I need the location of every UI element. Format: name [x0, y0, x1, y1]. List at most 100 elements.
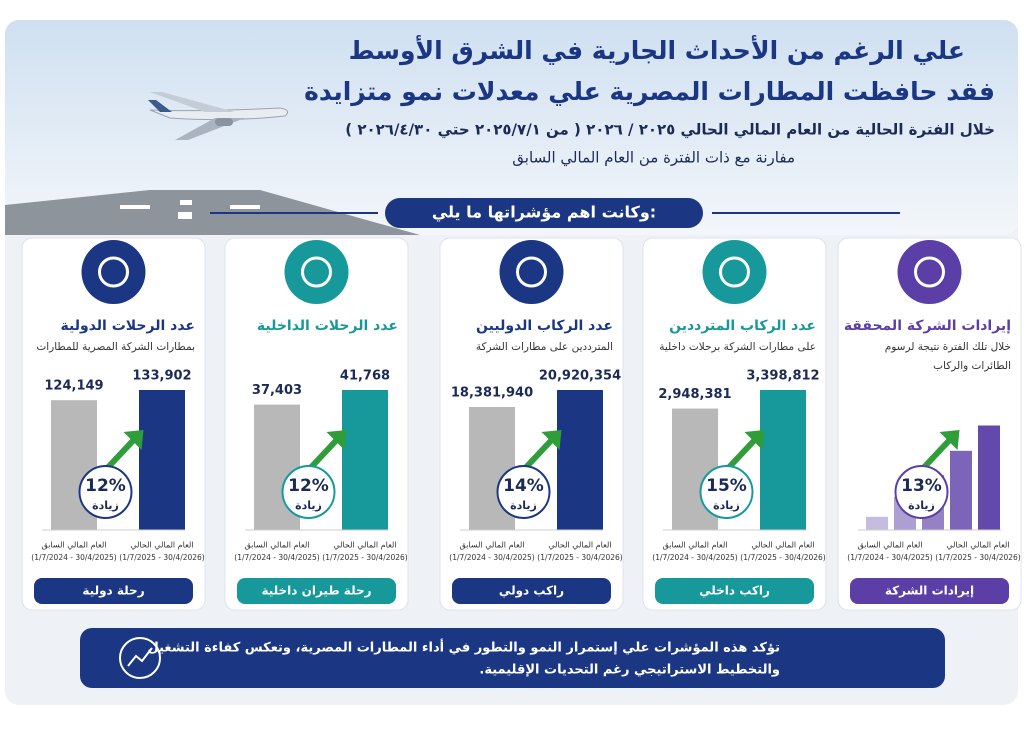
card-footer [850, 578, 1009, 604]
card-subtitle: خلال تلك الفترة نتيجة لرسوم [885, 341, 1011, 353]
decor-bar [866, 516, 888, 530]
bar-label: 20,920,354 [539, 369, 621, 384]
axis-label: العام المالي السابق [245, 541, 310, 550]
increase-label: زيادة [713, 499, 740, 512]
growth-arrow [919, 435, 954, 473]
footer-banner [80, 628, 945, 688]
growth-arrow-head [326, 430, 347, 450]
card-footer [452, 578, 611, 604]
axis-period: (1/7/2024 - 30/4/2025) [449, 553, 535, 562]
percent-circle [78, 465, 133, 519]
card-subtitle: المترددين على مطارات الشركة [476, 341, 613, 353]
growth-arrow-head [939, 430, 960, 450]
card-footer-label: رحلة دولية [82, 584, 144, 599]
axis-period: (1/7/2025 - 30/4/2026) [322, 553, 408, 562]
axis-period: (1/7/2025 - 30/4/2026) [119, 553, 205, 562]
growth-arrow-head [744, 430, 765, 450]
increase-label: زيادة [908, 499, 935, 512]
period: خلال الفترة الحالية من العام المالي الحا… [345, 121, 995, 139]
card-title: إيرادات الشركة المحققة [844, 318, 1011, 334]
sky [5, 20, 1018, 235]
axis-period: (1/7/2025 - 30/4/2026) [740, 553, 826, 562]
axis-label: العام المالي الحالي [946, 541, 1009, 550]
card-icon [897, 240, 962, 304]
airplane [148, 92, 289, 140]
card-title: عدد الرحلات الداخلية [257, 318, 398, 334]
percent-circle [894, 465, 949, 519]
percent: 14% [503, 476, 544, 496]
increase-label: زيادة [92, 499, 119, 512]
title-line: علي الرغم من الأحداث الجارية في الشرق ال… [349, 35, 965, 66]
axis-label: العام المالي الحالي [751, 541, 814, 550]
card-icon-inner [98, 256, 129, 288]
growth-arrow-head [541, 430, 562, 450]
footer-note: تؤكد هذه المؤشرات علي إستمرار النمو والت… [147, 639, 780, 656]
footer-note: والتخطيط الاستراتيجي رغم التحديات الإقلي… [479, 663, 780, 678]
percent: 13% [901, 476, 942, 496]
section-pill [385, 198, 703, 228]
card-footer-label: راكب دولي [499, 584, 564, 599]
card-icon [702, 240, 767, 304]
growth-arrow [103, 435, 138, 473]
increase-label: زيادة [510, 499, 537, 512]
percent-circle [496, 465, 551, 519]
card-subtitle: بمطارات الشركة المصرية للمطارات [36, 341, 195, 353]
card-icon-inner [914, 256, 945, 288]
bar [557, 390, 603, 530]
growth-arrow [306, 435, 341, 473]
card-icon-inner [719, 256, 750, 288]
card [837, 237, 1022, 611]
card-footer-label: رحلة طيران داخلية [261, 584, 371, 598]
card-footer [34, 578, 193, 604]
card-icon [81, 240, 146, 304]
title-line: فقد حافظت المطارات المصرية علي معدلات نم… [304, 77, 995, 107]
bar-label: 3,398,812 [746, 369, 819, 384]
percent-circle [281, 465, 336, 519]
axis-label: العام المالي الحالي [130, 541, 193, 550]
percent-circle [699, 465, 754, 519]
growth-arrow [724, 435, 759, 473]
runway-marks [120, 200, 260, 219]
decor-bar [950, 450, 972, 530]
bar-label: 133,902 [132, 369, 191, 384]
section-label: وكانت اهم مؤشراتها ما يلي: [432, 203, 656, 223]
axis-label: العام المالي السابق [858, 541, 923, 550]
percent: 15% [706, 476, 747, 496]
axis-label: العام المالي السابق [663, 541, 728, 550]
card-title: عدد الركاب المترددين [669, 318, 816, 334]
airport-icon [814, 629, 906, 681]
growth-icon [119, 637, 161, 679]
axis-period: (1/7/2025 - 30/4/2026) [935, 553, 1021, 562]
percent: 12% [85, 476, 126, 496]
axis-label: العام المالي السابق [42, 541, 107, 550]
bar [342, 390, 388, 530]
card-icon-inner [301, 256, 332, 288]
comparison: مفارنة مع ذات الفترة من العام المالي الس… [512, 149, 795, 168]
axis-period: (1/7/2024 - 30/4/2025) [31, 553, 117, 562]
card-title: عدد الركاب الدوليين [476, 318, 613, 334]
bar-label: 41,768 [340, 369, 390, 384]
bar-label: 18,381,940 [451, 385, 533, 400]
percent: 12% [288, 476, 329, 496]
card-subtitle: الطائرات والركاب [933, 360, 1011, 372]
card-footer-label: راكب داخلي [699, 584, 770, 598]
decor-bar [978, 425, 1000, 530]
growth-arrow-head [123, 430, 144, 450]
card-footer-label: إيرادات الشركة [885, 584, 974, 598]
bar [139, 390, 185, 530]
axis-label: العام المالي الحالي [548, 541, 611, 550]
growth-icon [127, 647, 153, 667]
card-footer [655, 578, 814, 604]
axis-period: (1/7/2024 - 30/4/2025) [234, 553, 320, 562]
bar-label: 124,149 [44, 379, 103, 394]
card-icon-inner [516, 256, 547, 288]
card-icon [499, 240, 564, 304]
axis-period: (1/7/2024 - 30/4/2025) [847, 553, 933, 562]
axis-label: العام المالي السابق [460, 541, 525, 550]
axis-label: العام المالي الحالي [333, 541, 396, 550]
bar-label: 2,948,381 [658, 387, 731, 402]
increase-label: زيادة [295, 499, 322, 512]
